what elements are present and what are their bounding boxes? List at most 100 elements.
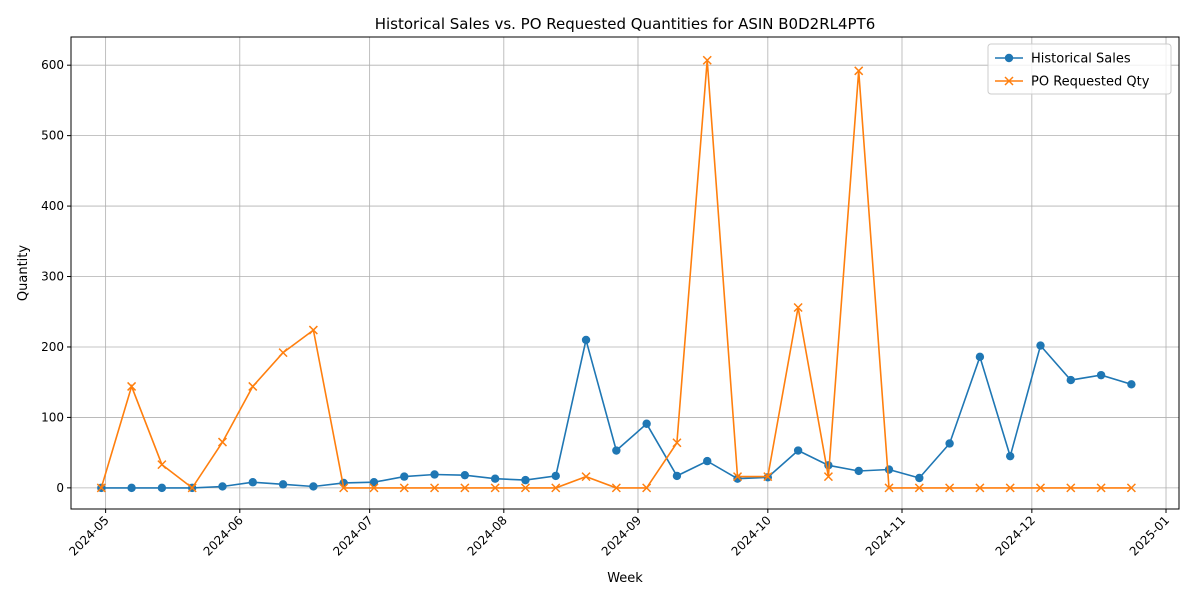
data-point-historical-sales — [278, 480, 288, 489]
legend-entry-historical-sales: Historical Sales — [995, 52, 1131, 67]
y-tick-label: 600 — [41, 58, 64, 72]
legend-swatch-marker — [1004, 76, 1014, 86]
series-po-requested-qty — [96, 55, 1136, 493]
data-point-po-requested-qty — [1126, 483, 1136, 493]
data-point-historical-sales — [369, 478, 379, 487]
legend-label: Historical Sales — [1031, 52, 1131, 67]
data-point-po-requested-qty — [914, 483, 924, 493]
data-point-historical-sales — [248, 478, 257, 487]
y-tick-label: 500 — [41, 129, 64, 143]
data-point-po-requested-qty — [581, 472, 591, 482]
data-point-historical-sales — [793, 446, 803, 455]
x-tick-label: 2024-10 — [729, 513, 774, 558]
data-point-po-requested-qty — [975, 483, 985, 493]
data-point-po-requested-qty — [308, 325, 318, 335]
legend: Historical Sales PO Requested Qty — [987, 43, 1172, 95]
y-tick-label: 100 — [41, 410, 64, 424]
series-historical-sales — [97, 335, 1136, 493]
plot-frame — [70, 36, 1180, 510]
x-axis: 2024-05 2024-06 2024-07 2024-08 2024-09 2024-… — [66, 509, 1172, 559]
data-point-po-requested-qty — [823, 472, 833, 482]
data-point-po-requested-qty — [642, 483, 652, 493]
data-point-po-requested-qty — [733, 472, 743, 482]
data-point-po-requested-qty — [278, 348, 288, 358]
data-point-po-requested-qty — [884, 483, 894, 493]
x-tick-label: 2025-01 — [1127, 513, 1172, 558]
data-point-historical-sales — [1066, 375, 1075, 385]
data-point-po-requested-qty — [490, 483, 500, 493]
data-point-po-requested-qty — [611, 483, 621, 493]
data-point-po-requested-qty — [187, 483, 197, 493]
series-layer — [96, 55, 1136, 493]
data-point-historical-sales — [490, 474, 500, 483]
data-point-historical-sales — [1096, 370, 1106, 380]
data-point-historical-sales — [521, 475, 530, 485]
data-point-po-requested-qty — [217, 437, 228, 447]
data-point-historical-sales — [642, 419, 651, 428]
chart-title: Historical Sales vs. PO Requested Quanti… — [375, 15, 876, 33]
data-point-historical-sales — [672, 471, 682, 481]
data-point-po-requested-qty — [460, 483, 470, 493]
y-axis-label: Quantity — [16, 245, 31, 301]
data-point-po-requested-qty — [96, 483, 106, 493]
legend-label: PO Requested Qty — [1031, 75, 1150, 90]
x-tick-label: 2024-06 — [201, 513, 246, 558]
data-point-po-requested-qty — [1005, 483, 1015, 493]
y-axis: 0 100 200 300 400 500 600 — [41, 58, 71, 495]
data-point-po-requested-qty — [1035, 483, 1046, 493]
data-point-po-requested-qty — [157, 460, 167, 470]
data-point-historical-sales — [581, 335, 591, 345]
data-point-historical-sales — [309, 482, 318, 491]
series-line-historical-sales — [101, 339, 1132, 489]
data-point-po-requested-qty — [520, 483, 530, 493]
data-point-po-requested-qty — [369, 483, 379, 493]
data-point-historical-sales — [400, 472, 409, 481]
series-line-po-requested-qty — [100, 60, 1132, 490]
x-tick-label: 2024-12 — [993, 513, 1038, 558]
data-point-po-requested-qty — [702, 55, 712, 65]
data-point-historical-sales — [915, 473, 924, 483]
data-point-po-requested-qty — [1066, 483, 1076, 493]
data-point-po-requested-qty — [248, 381, 258, 391]
x-axis-label: Week — [607, 571, 643, 586]
data-point-historical-sales — [703, 456, 712, 466]
data-point-po-requested-qty — [127, 381, 137, 391]
data-point-historical-sales — [945, 439, 954, 448]
data-point-po-requested-qty — [551, 483, 561, 493]
data-point-historical-sales — [612, 446, 621, 455]
x-tick-label: 2024-05 — [66, 513, 111, 558]
data-point-historical-sales — [430, 470, 439, 479]
data-point-historical-sales — [460, 470, 470, 480]
data-point-historical-sales — [854, 466, 863, 476]
data-point-po-requested-qty — [430, 483, 440, 493]
legend-swatch-marker — [1004, 53, 1014, 63]
data-point-historical-sales — [127, 483, 136, 493]
x-tick-label: 2024-08 — [465, 513, 510, 558]
data-point-historical-sales — [1006, 451, 1015, 461]
x-tick-label: 2024-09 — [599, 513, 644, 558]
data-point-po-requested-qty — [854, 66, 864, 76]
y-tick-label: 0 — [56, 481, 64, 495]
data-point-historical-sales — [975, 352, 985, 362]
y-tick-label: 200 — [41, 340, 64, 354]
data-point-po-requested-qty — [945, 483, 955, 493]
data-point-historical-sales — [218, 482, 227, 491]
data-point-historical-sales — [157, 483, 167, 493]
legend-box — [987, 43, 1172, 95]
grid — [71, 37, 1179, 509]
data-point-po-requested-qty — [339, 483, 349, 493]
data-point-historical-sales — [1127, 380, 1136, 389]
y-tick-label: 300 — [41, 270, 64, 284]
data-point-po-requested-qty — [793, 302, 803, 313]
data-point-po-requested-qty — [672, 438, 682, 448]
data-point-po-requested-qty — [1096, 483, 1106, 493]
legend-entry-po-requested-qty: PO Requested Qty — [995, 75, 1150, 90]
data-point-historical-sales — [884, 465, 894, 474]
x-tick-label: 2024-07 — [330, 513, 375, 558]
data-point-po-requested-qty — [763, 472, 773, 482]
data-point-po-requested-qty — [399, 483, 409, 493]
data-point-historical-sales — [551, 471, 560, 481]
data-point-historical-sales — [1036, 341, 1045, 350]
y-tick-label: 400 — [41, 199, 64, 213]
